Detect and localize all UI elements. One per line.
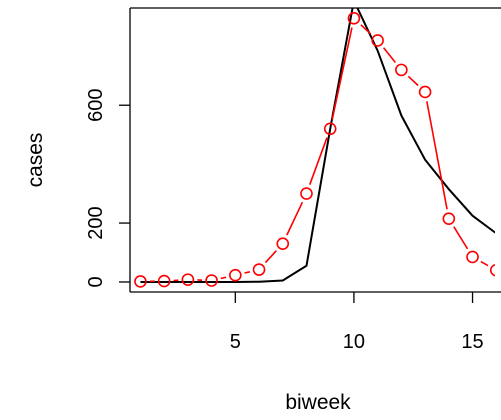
observed-segment-4 — [244, 271, 250, 274]
observed-segment-9 — [360, 24, 372, 35]
observed-segment-7 — [308, 137, 328, 185]
observed-segment-10 — [382, 47, 397, 63]
y-tick-label-1: 200 — [85, 206, 107, 239]
x-tick-label-2: 15 — [461, 331, 483, 353]
y-axis-label: cases — [24, 133, 47, 188]
observed-point-9 — [347, 12, 361, 25]
observed-point-2 — [181, 273, 195, 286]
model-line-series — [140, 8, 495, 283]
observed-point-13 — [442, 212, 456, 225]
y-tick-label-2: 600 — [85, 89, 107, 122]
observed-segment-5 — [264, 250, 277, 264]
observed-segment-8 — [331, 27, 353, 120]
x-tick-label-1: 10 — [343, 331, 365, 353]
observed-point-8 — [323, 122, 337, 136]
observed-point-1 — [157, 274, 171, 288]
observed-segment-14 — [480, 260, 489, 267]
axes-layer — [129, 7, 501, 293]
observed-segment-11 — [407, 75, 419, 87]
plot-area — [134, 8, 495, 288]
observed-segment-13 — [453, 226, 469, 250]
observed-point-0 — [134, 275, 147, 288]
y-tick-label-0: 0 — [85, 276, 107, 287]
observed-segment-3 — [220, 276, 227, 280]
observed-point-10 — [371, 34, 384, 47]
observed-point-3 — [205, 274, 218, 287]
series-layer — [134, 8, 495, 288]
observed-point-4 — [229, 268, 242, 282]
observed-point-5 — [252, 263, 266, 276]
observed-point-7 — [300, 187, 313, 200]
observed-segment-6 — [286, 201, 304, 236]
ticks-layer: 5 10 15 0 200 600 — [85, 89, 484, 353]
observed-point-6 — [276, 237, 290, 250]
observed-point-14 — [466, 250, 479, 264]
observed-segment-12 — [426, 101, 448, 210]
observed-point-11 — [395, 63, 408, 77]
x-axis-label: biweek — [285, 391, 351, 414]
observed-point-12 — [418, 85, 432, 99]
x-tick-label-0: 5 — [230, 331, 241, 353]
observed-point-15 — [489, 264, 495, 277]
